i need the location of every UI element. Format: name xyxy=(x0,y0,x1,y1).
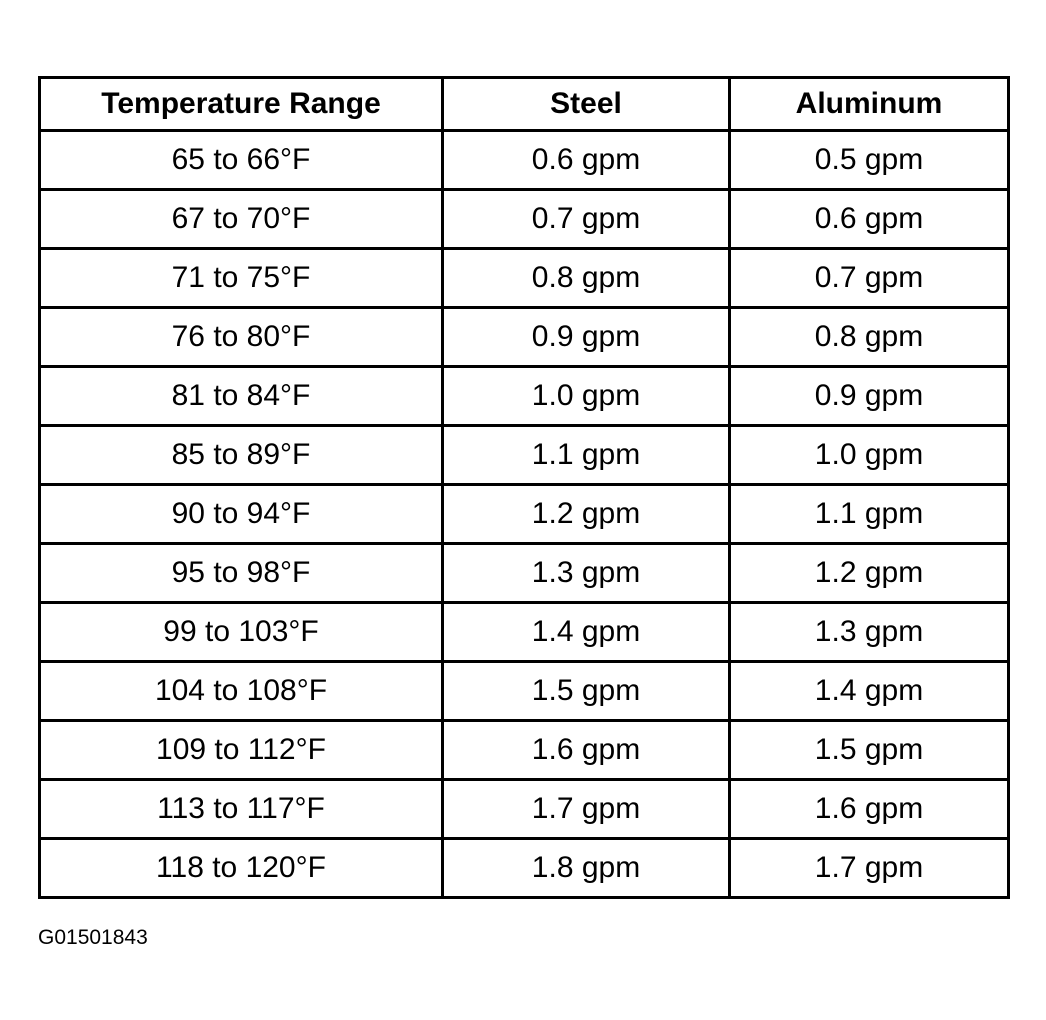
table-cell: 67 to 70°F xyxy=(38,188,444,250)
table-cell: 109 to 112°F xyxy=(38,719,444,781)
table-cell: 81 to 84°F xyxy=(38,365,444,427)
table-cell: 1.5 gpm xyxy=(441,660,731,722)
table-cell: 0.7 gpm xyxy=(441,188,731,250)
table-cell: 1.7 gpm xyxy=(728,837,1010,899)
table-cell: 1.7 gpm xyxy=(441,778,731,840)
table-cell: 1.4 gpm xyxy=(728,660,1010,722)
table-cell: 1.3 gpm xyxy=(728,601,1010,663)
table-cell: 113 to 117°F xyxy=(38,778,444,840)
flow-table: Temperature Range Steel Aluminum 65 to 66°… xyxy=(38,76,1010,899)
table-row: 113 to 117°F 1.7 gpm 1.6 gpm xyxy=(38,778,1010,840)
table-cell: 1.4 gpm xyxy=(441,601,731,663)
header-row: Temperature Range Steel Aluminum xyxy=(38,76,1010,132)
table-row: 118 to 120°F 1.8 gpm 1.7 gpm xyxy=(38,837,1010,899)
table-cell: 99 to 103°F xyxy=(38,601,444,663)
table-cell: 1.3 gpm xyxy=(441,542,731,604)
table-row: 71 to 75°F 0.8 gpm 0.7 gpm xyxy=(38,247,1010,309)
table-row: 67 to 70°F 0.7 gpm 0.6 gpm xyxy=(38,188,1010,250)
table-cell: 71 to 75°F xyxy=(38,247,444,309)
column-header: Aluminum xyxy=(728,76,1010,132)
table-cell: 76 to 80°F xyxy=(38,306,444,368)
table-cell: 1.2 gpm xyxy=(728,542,1010,604)
table-cell: 1.6 gpm xyxy=(441,719,731,781)
table-cell: 1.8 gpm xyxy=(441,837,731,899)
table-cell: 1.0 gpm xyxy=(728,424,1010,486)
table-cell: 1.6 gpm xyxy=(728,778,1010,840)
table-cell: 0.7 gpm xyxy=(728,247,1010,309)
table-cell: 0.6 gpm xyxy=(728,188,1010,250)
table-cell: 65 to 66°F xyxy=(38,129,444,191)
table-row: 95 to 98°F 1.3 gpm 1.2 gpm xyxy=(38,542,1010,604)
table-row: 85 to 89°F 1.1 gpm 1.0 gpm xyxy=(38,424,1010,486)
table-cell: 104 to 108°F xyxy=(38,660,444,722)
table-cell: 0.9 gpm xyxy=(441,306,731,368)
table-cell: 90 to 94°F xyxy=(38,483,444,545)
table-cell: 1.2 gpm xyxy=(441,483,731,545)
table-cell: 85 to 89°F xyxy=(38,424,444,486)
table-cell: 1.5 gpm xyxy=(728,719,1010,781)
table-row: 99 to 103°F 1.4 gpm 1.3 gpm xyxy=(38,601,1010,663)
table-cell: 0.5 gpm xyxy=(728,129,1010,191)
table-row: 81 to 84°F 1.0 gpm 0.9 gpm xyxy=(38,365,1010,427)
table-row: 65 to 66°F 0.6 gpm 0.5 gpm xyxy=(38,129,1010,191)
table-row: 109 to 112°F 1.6 gpm 1.5 gpm xyxy=(38,719,1010,781)
table-cell: 1.0 gpm xyxy=(441,365,731,427)
table-cell: 1.1 gpm xyxy=(441,424,731,486)
table-row: 76 to 80°F 0.9 gpm 0.8 gpm xyxy=(38,306,1010,368)
table-row: 104 to 108°F 1.5 gpm 1.4 gpm xyxy=(38,660,1010,722)
table-cell: 95 to 98°F xyxy=(38,542,444,604)
table-cell: 0.8 gpm xyxy=(441,247,731,309)
table-body: 65 to 66°F 0.6 gpm 0.5 gpm 67 to 70°F 0.7 gp… xyxy=(38,129,1010,899)
table-cell: 118 to 120°F xyxy=(38,837,444,899)
table-cell: 0.8 gpm xyxy=(728,306,1010,368)
figure-code: G01501843 xyxy=(38,926,148,949)
table-cell: 0.6 gpm xyxy=(441,129,731,191)
table-cell: 0.9 gpm xyxy=(728,365,1010,427)
column-header: Steel xyxy=(441,76,731,132)
table-cell: 1.1 gpm xyxy=(728,483,1010,545)
column-header: Temperature Range xyxy=(38,76,444,132)
table-row: 90 to 94°F 1.2 gpm 1.1 gpm xyxy=(38,483,1010,545)
